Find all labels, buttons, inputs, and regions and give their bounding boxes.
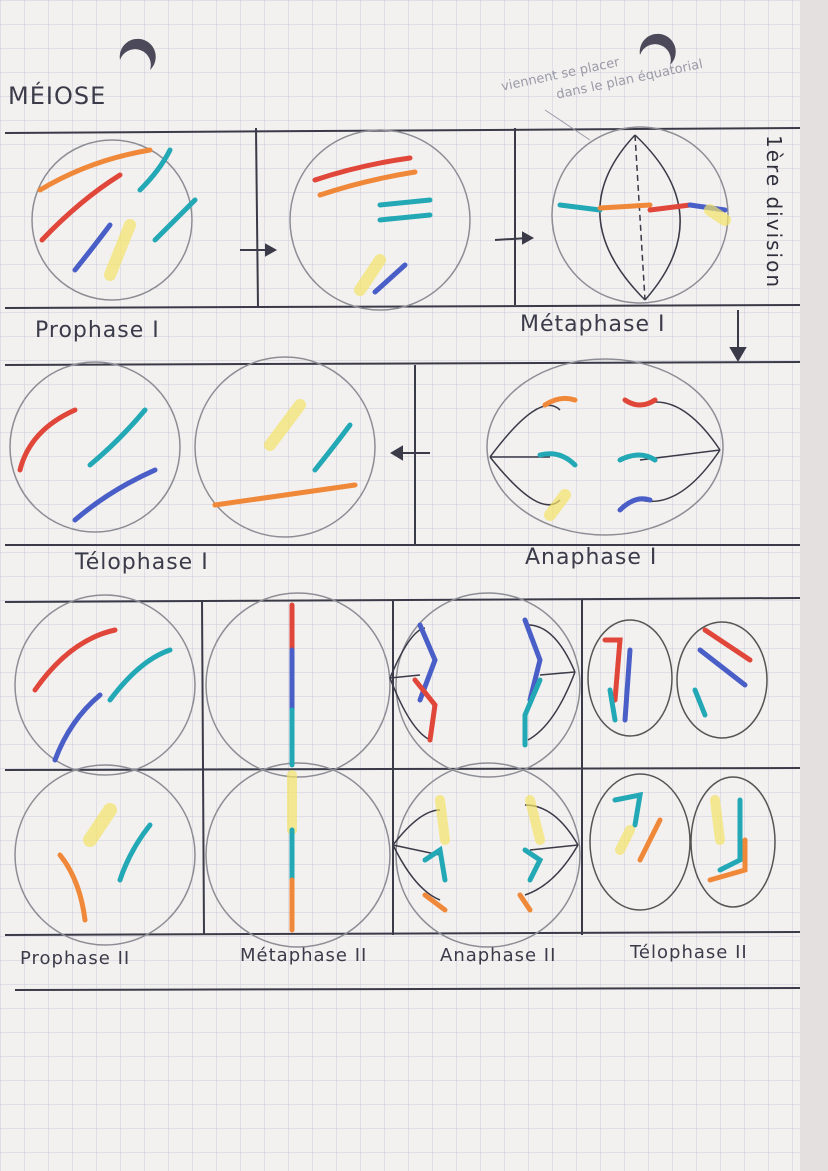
- binder-hole: [639, 33, 676, 65]
- page-edge: [800, 0, 828, 1171]
- chromosomes: [17, 147, 753, 933]
- arrow-down-icon: [729, 347, 747, 362]
- label-anaphase-1: Anaphase I: [525, 545, 658, 570]
- spindle-fibers: [389, 134, 721, 901]
- side-label: 1ère division: [762, 135, 786, 290]
- page-title: MÉIOSE: [8, 82, 107, 110]
- arrow-right-icon: [265, 243, 278, 257]
- binder-hole: [119, 38, 156, 70]
- cell-outlines: [9, 126, 776, 948]
- arrow-left-icon: [390, 445, 403, 461]
- label-telophase-1: Télophase I: [75, 550, 209, 575]
- label-prophase-1: Prophase I: [35, 318, 160, 343]
- label-metaphase-2: Métaphase II: [240, 945, 368, 966]
- arrow-right-icon: [522, 231, 535, 245]
- label-prophase-2: Prophase II: [20, 948, 131, 969]
- arrows: [240, 109, 747, 461]
- label-telophase-2: Télophase II: [630, 942, 748, 963]
- label-anaphase-2: Anaphase II: [440, 945, 557, 966]
- label-metaphase-1: Métaphase I: [520, 312, 666, 337]
